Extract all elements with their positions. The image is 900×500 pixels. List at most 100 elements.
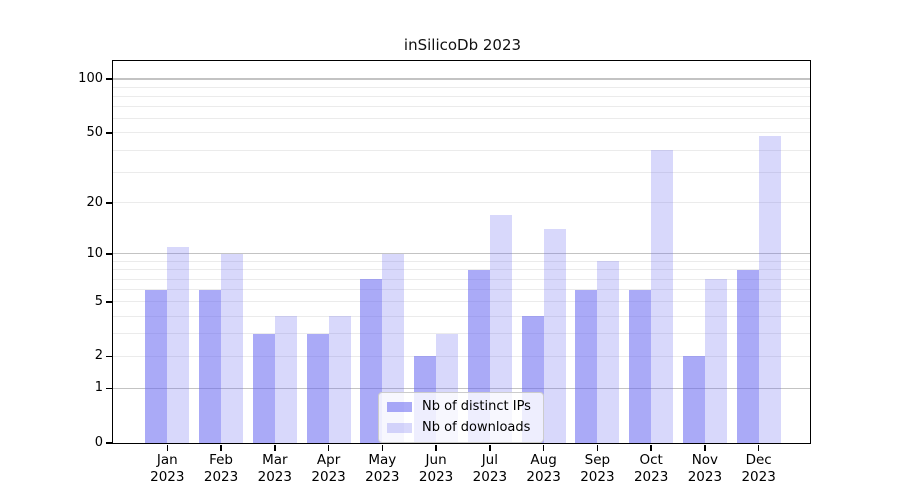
y-tick-label: 100: [78, 71, 103, 87]
x-tick-label-month: Sep 2023: [565, 452, 629, 486]
gridline-minor: [113, 289, 810, 291]
month-name: Jun: [425, 452, 447, 468]
x-tick-label-month: Jun 2023: [404, 452, 468, 486]
bar-distinct-ips: [682, 356, 705, 443]
bar-downloads: [221, 253, 244, 443]
y-tick-mark: [105, 387, 112, 390]
y-tick-mark: [105, 78, 112, 80]
bar-downloads: [758, 136, 781, 443]
month-year: 2023: [580, 469, 615, 485]
gridline-minor: [113, 333, 810, 335]
gridline-minor: [113, 95, 810, 97]
bar-distinct-ips: [360, 279, 383, 443]
bar-downloads: [167, 247, 190, 443]
x-tick-label-month: Dec 2023: [727, 452, 791, 486]
gridline-minor: [113, 278, 810, 280]
x-tick-label-month: Nov 2023: [673, 452, 737, 486]
gridline-minor: [113, 260, 810, 262]
month-year: 2023: [150, 469, 185, 485]
gridline-minor: [113, 202, 810, 204]
chart-title: inSilicoDb 2023: [403, 36, 522, 54]
x-tick-label-month: Jan 2023: [135, 452, 199, 486]
x-tick-label-month: Oct 2023: [619, 452, 683, 486]
month-name: Oct: [639, 452, 663, 468]
month-year: 2023: [418, 469, 454, 485]
bar-distinct-ips: [199, 289, 222, 443]
bar-distinct-ips: [575, 289, 598, 443]
month-name: Sep: [584, 452, 611, 468]
gridline-major: [113, 78, 810, 80]
bar-distinct-ips: [252, 333, 275, 443]
month-name: Jul: [481, 452, 498, 468]
y-tick-mark: [105, 300, 112, 303]
plot-area: 0 1 2 5 10 20 50 100 Jan 2023 Feb 2023 Mar 2023 Apr 202…: [78, 60, 811, 485]
bar-distinct-ips: [306, 333, 329, 443]
y-tick-mark: [105, 253, 112, 255]
bar-downloads: [274, 316, 297, 443]
x-tick-mark: [757, 444, 760, 451]
legend-item: Nb of distinct IPs: [387, 399, 535, 414]
gridline-minor: [113, 132, 810, 134]
month-name: Nov: [691, 452, 719, 468]
legend-swatch: [387, 401, 412, 412]
x-tick-mark: [489, 444, 491, 451]
month-name: May: [368, 452, 397, 468]
x-tick-mark: [596, 444, 599, 451]
legend-item: Nb of downloads: [387, 420, 535, 435]
x-tick-mark: [542, 444, 545, 451]
x-tick-label-month: Aug 2023: [512, 452, 576, 486]
y-tick-label: 5: [94, 293, 103, 309]
bar-downloads: [543, 229, 566, 443]
x-tick-mark: [274, 444, 276, 451]
legend-swatch: [387, 422, 412, 433]
legend-label: Nb of distinct IPs: [422, 399, 531, 414]
x-tick-mark: [650, 444, 652, 451]
month-year: 2023: [526, 469, 561, 485]
y-tick-label: 2: [94, 348, 103, 364]
x-tick-mark: [381, 444, 384, 451]
x-tick-label-month: Mar 2023: [243, 452, 307, 486]
gridline-minor: [113, 355, 810, 357]
y-tick-label: 50: [86, 124, 103, 140]
gridline-minor: [113, 118, 810, 120]
gridline-minor: [113, 86, 810, 88]
x-tick-label-month: Jul 2023: [458, 452, 522, 486]
bar-distinct-ips: [145, 289, 168, 443]
bar-downloads: [489, 215, 512, 443]
bar-distinct-ips: [629, 289, 652, 443]
month-year: 2023: [257, 469, 292, 485]
y-tick-mark: [105, 202, 112, 204]
month-year: 2023: [741, 469, 776, 485]
x-tick-label-month: May 2023: [350, 452, 414, 486]
month-name: Dec: [745, 452, 772, 468]
month-name: Feb: [209, 452, 233, 468]
gridline-minor: [113, 269, 810, 271]
x-tick-label-month: Apr 2023: [297, 452, 361, 486]
x-tick-mark: [435, 444, 437, 451]
month-name: Jan: [156, 452, 178, 468]
bar-downloads: [651, 150, 674, 443]
bar-downloads: [328, 316, 351, 443]
x-tick-mark: [220, 444, 222, 451]
x-tick-mark: [704, 444, 706, 451]
gridline-major: [113, 253, 810, 255]
gridline-minor: [113, 106, 810, 108]
gridline-minor: [113, 315, 810, 317]
bar-downloads: [704, 279, 727, 443]
y-tick-mark: [105, 355, 112, 358]
x-tick-label-month: Feb 2023: [189, 452, 253, 486]
y-tick-label: 1: [94, 380, 103, 396]
month-year: 2023: [311, 469, 346, 485]
legend-label: Nb of downloads: [422, 420, 531, 435]
month-year: 2023: [472, 469, 508, 485]
month-year: 2023: [633, 469, 669, 485]
y-tick-label: 20: [86, 194, 103, 210]
month-name: Apr: [316, 452, 341, 468]
month-name: Aug: [530, 452, 557, 468]
gridline-minor: [113, 171, 810, 173]
bar-distinct-ips: [736, 269, 759, 443]
gridline-minor: [113, 149, 810, 151]
y-tick-label: 10: [86, 245, 103, 261]
y-tick-mark: [105, 442, 112, 444]
